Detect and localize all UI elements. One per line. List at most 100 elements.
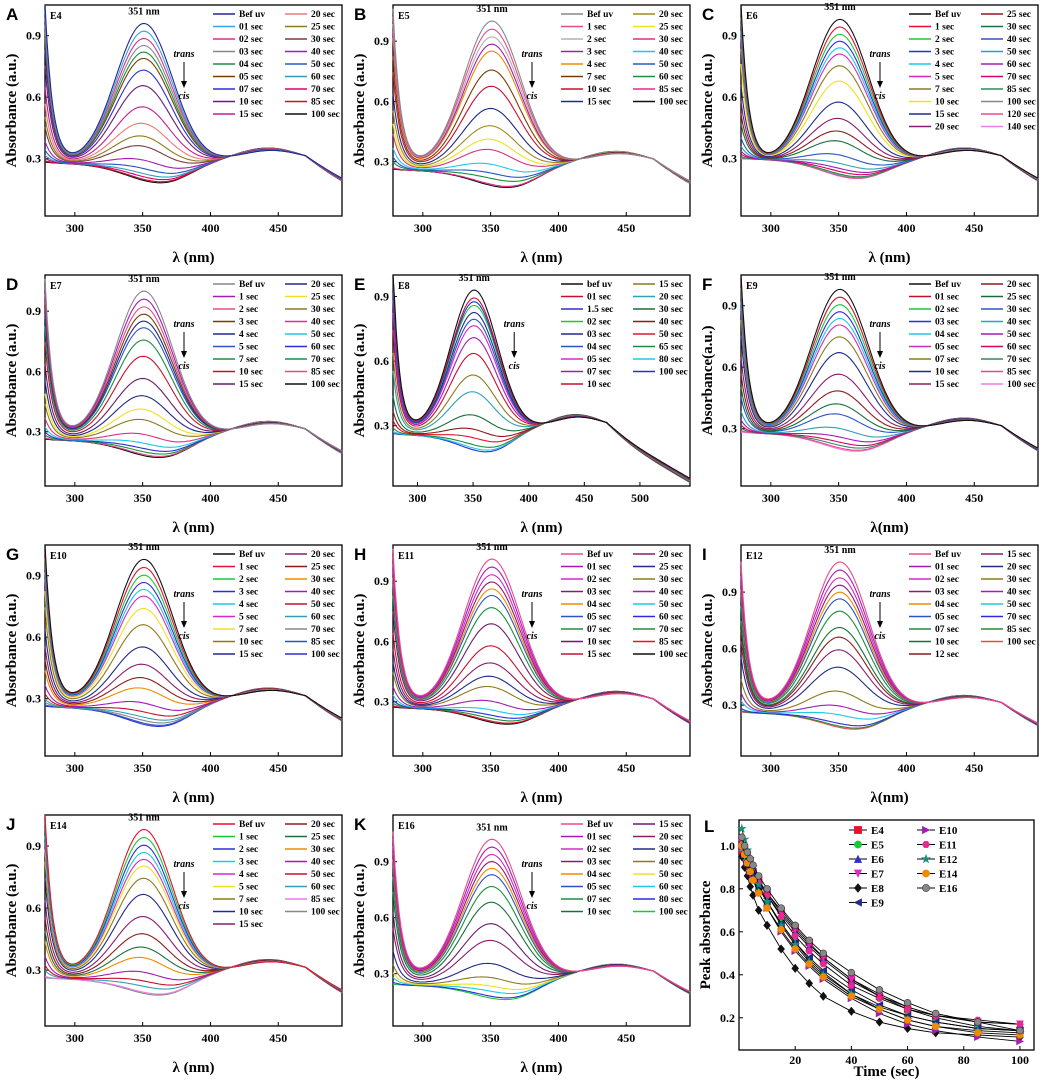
legend-label: 60 sec bbox=[1007, 60, 1031, 70]
legend-label: 15 sec bbox=[239, 380, 263, 390]
spectrum-line-10-sec bbox=[392, 891, 691, 993]
y-axis-label: Absorbance (a.u.) bbox=[352, 324, 368, 438]
y-axis-label: Absorbance (a.u.) bbox=[4, 54, 20, 168]
trans-label: trans bbox=[173, 49, 194, 60]
legend-label: 2 sec bbox=[239, 575, 258, 585]
legend-label: 20 sec bbox=[1007, 563, 1031, 573]
plot-frame bbox=[392, 814, 691, 1027]
legend-label: 4 sec bbox=[239, 870, 258, 880]
legend-label: 01 sec bbox=[587, 833, 611, 843]
kinetics-chart: L 20 40 60 80 100 0.2 0.4 0.6 0.8 1.0 Time (sec) Pea… bbox=[698, 817, 1035, 1080]
spectrum-line-2-sec bbox=[44, 828, 343, 991]
y-tick-label: 0.6 bbox=[374, 634, 389, 648]
legend-label: 2 sec bbox=[587, 35, 606, 45]
y-tick-label: 0.3 bbox=[722, 152, 737, 166]
legend-label: 04 sec bbox=[587, 870, 611, 880]
plot-frame bbox=[740, 544, 1039, 757]
legend-label: 40 sec bbox=[659, 588, 683, 598]
legend-label: 07 sec bbox=[587, 895, 611, 905]
cis-label: cis bbox=[526, 901, 537, 912]
y-axis-label: Absorbance (a.u.) bbox=[4, 324, 20, 438]
panel-label: F bbox=[702, 275, 712, 294]
legend-label: 100 sec bbox=[311, 380, 340, 390]
x-tick-label: 300 bbox=[762, 221, 780, 235]
legend-label: 70 sec bbox=[311, 625, 335, 635]
legend-marker bbox=[922, 841, 930, 848]
x-axis-label: λ (nm) bbox=[173, 1060, 215, 1076]
legend-label: 50 sec bbox=[1007, 48, 1031, 58]
legend-label: 1 sec bbox=[587, 23, 606, 33]
legend-label: 85 sec bbox=[1007, 85, 1031, 95]
x-tick-label: 350 bbox=[482, 761, 500, 775]
legend-label: 85 sec bbox=[311, 895, 335, 905]
x-axis-label: λ (nm) bbox=[173, 790, 215, 806]
legend-label: 50 sec bbox=[311, 60, 335, 70]
legend-label: 50 sec bbox=[311, 330, 335, 340]
x-tick-label: 400 bbox=[520, 491, 538, 505]
legend-label: 10 sec bbox=[239, 908, 263, 918]
x-axis-label: λ (nm) bbox=[521, 790, 563, 806]
data-point-E12 bbox=[736, 823, 747, 833]
data-point-E14 bbox=[791, 945, 799, 953]
x-tick-label: 60 bbox=[902, 1053, 914, 1067]
arrow-head-icon bbox=[181, 81, 187, 88]
legend-marker bbox=[922, 884, 930, 892]
data-point-E14 bbox=[819, 973, 827, 981]
data-point-E14 bbox=[931, 1022, 940, 1031]
legend-label: 03 sec bbox=[587, 588, 611, 598]
legend-marker bbox=[853, 898, 862, 907]
x-tick-label: 450 bbox=[575, 491, 593, 505]
plot-frame bbox=[740, 4, 1039, 217]
legend-label: 03 sec bbox=[587, 858, 611, 868]
legend-label: 15 sec bbox=[239, 110, 263, 120]
legend-label: 25 sec bbox=[1007, 293, 1031, 303]
sample-label: E10 bbox=[50, 551, 67, 562]
x-tick-label: 400 bbox=[897, 491, 915, 505]
legend-label: 40 sec bbox=[659, 858, 683, 868]
sample-label: E9 bbox=[746, 281, 758, 292]
peak-wavelength-label: 351 nm bbox=[128, 274, 160, 285]
spectrum-line-10-sec bbox=[392, 329, 691, 481]
legend-label: 85 sec bbox=[311, 98, 335, 108]
legend-label: 3 sec bbox=[239, 588, 258, 598]
legend-label: Bef uv bbox=[239, 550, 265, 560]
legend-label: 120 sec bbox=[1007, 110, 1036, 120]
peak-wavelength-label: 351 nm bbox=[476, 823, 508, 834]
legend-label: 40 sec bbox=[311, 858, 335, 868]
legend-label: 50 sec bbox=[1007, 600, 1031, 610]
panel-h-e11-spectra: H 300 350 400 450 0.3 0.6 0.9 λ (nm) Absorbance (… bbox=[348, 540, 696, 810]
legend-label: 50 sec bbox=[1007, 330, 1031, 340]
data-point-E16 bbox=[754, 872, 763, 880]
legend-label: 100 sec bbox=[1007, 380, 1036, 390]
legend-label: Bef uv bbox=[587, 10, 613, 20]
data-point-E12 bbox=[762, 896, 772, 906]
sample-label: E7 bbox=[50, 281, 62, 292]
trans-label: trans bbox=[504, 319, 525, 330]
y-tick-label: 0.4 bbox=[720, 968, 735, 982]
legend-label: 1 sec bbox=[239, 293, 258, 303]
spectrum-line-2-sec bbox=[392, 23, 691, 182]
x-tick-label: 350 bbox=[482, 1031, 500, 1045]
plot-frame bbox=[740, 274, 1039, 487]
data-point-E16 bbox=[738, 833, 746, 841]
legend-label: 30 sec bbox=[311, 35, 335, 45]
data-point-E8 bbox=[763, 920, 771, 930]
spectral-chart: K 300 350 400 450 0.3 0.6 0.9 λ (nm) Absorbance (… bbox=[352, 814, 691, 1076]
legend-label: 30 sec bbox=[311, 305, 335, 315]
legend-label: 25 sec bbox=[1007, 10, 1031, 20]
data-point-E16 bbox=[903, 999, 912, 1007]
y-tick-label: 0.6 bbox=[26, 901, 41, 915]
cis-label: cis bbox=[526, 91, 537, 102]
data-point-E14 bbox=[746, 867, 754, 876]
cis-label: cis bbox=[874, 631, 885, 642]
x-tick-label: 400 bbox=[897, 761, 915, 775]
legend-label: 30 sec bbox=[1007, 305, 1031, 315]
legend-label: 10 sec bbox=[935, 98, 959, 108]
spectrum-line-40-sec bbox=[392, 411, 691, 483]
x-axis-label: λ (nm) bbox=[521, 250, 563, 266]
legend-label: 65 sec bbox=[659, 343, 683, 353]
spectral-chart: G 300 350 400 450 0.3 0.6 0.9 λ (nm) Absorbance (… bbox=[4, 542, 343, 806]
legend-label: 50 sec bbox=[311, 870, 335, 880]
y-tick-label: 0.3 bbox=[722, 422, 737, 436]
cis-label: cis bbox=[178, 631, 189, 642]
